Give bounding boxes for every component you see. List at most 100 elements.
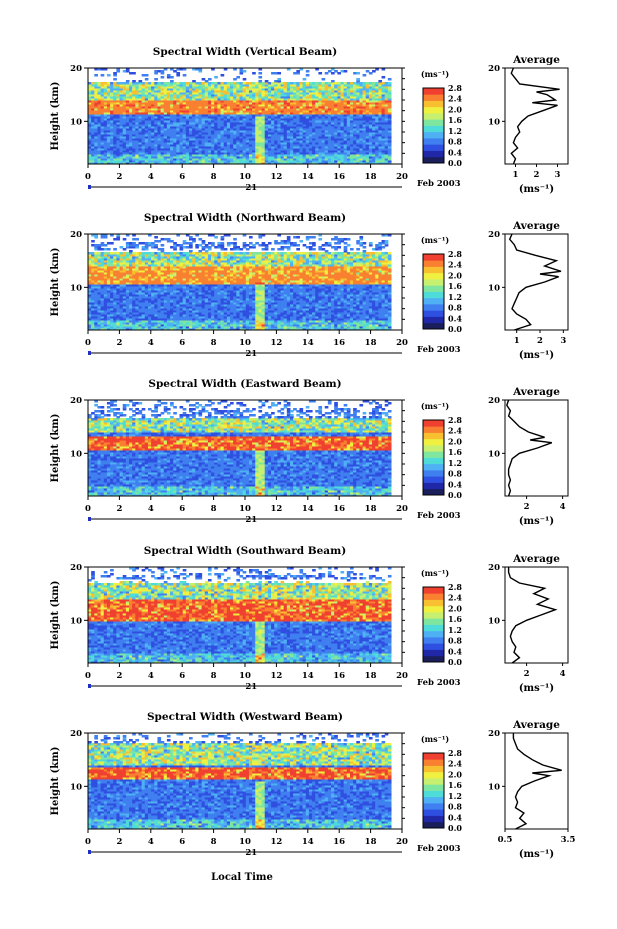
heatmap-cell — [116, 132, 121, 135]
heatmap-cell — [264, 152, 269, 155]
heatmap-cell — [343, 82, 348, 85]
heatmap-cell — [125, 276, 130, 279]
heatmap-cell — [331, 98, 335, 101]
heatmap-cell — [331, 150, 335, 153]
heatmap-cell — [214, 112, 218, 115]
heatmap-cell — [340, 106, 345, 109]
heatmap-cell — [302, 128, 307, 131]
heatmap-cell — [239, 128, 244, 131]
heatmap-cell — [331, 142, 335, 145]
heatmap-cell — [129, 150, 133, 153]
heatmap-cell — [170, 162, 174, 165]
heatmap-cell — [157, 90, 162, 93]
heatmap-cell — [233, 96, 237, 99]
heatmap-cell — [299, 120, 304, 123]
heatmap-cell — [359, 156, 364, 159]
heatmap-cell — [154, 108, 158, 111]
heatmap-cell — [100, 134, 105, 137]
heatmap-cell — [308, 98, 313, 101]
heatmap-cell — [267, 84, 272, 87]
heatmap-cell — [122, 70, 127, 73]
heatmap-cell — [217, 128, 222, 131]
heatmap-cell — [299, 140, 304, 143]
heatmap-cell — [318, 140, 323, 143]
heatmap-cell — [365, 150, 370, 153]
heatmap-cell — [147, 146, 152, 149]
heatmap-cell — [299, 114, 304, 117]
heatmap-cell — [274, 114, 278, 117]
heatmap-cell — [176, 68, 181, 71]
heatmap-cell — [274, 100, 278, 103]
heatmap-cell — [305, 84, 310, 87]
heatmap-cell — [103, 294, 108, 297]
heatmap-cell — [378, 130, 383, 133]
heatmap-cell — [239, 148, 244, 151]
heatmap-cell — [119, 308, 124, 311]
heatmap-cell — [147, 110, 152, 113]
heatmap-cell — [182, 132, 187, 135]
heatmap-cell — [204, 146, 209, 149]
heatmap-cell — [327, 146, 332, 149]
heatmap-cell — [91, 294, 95, 297]
heatmap-cell — [346, 162, 351, 165]
heatmap-cell — [365, 146, 370, 149]
heatmap-cell — [349, 94, 354, 97]
heatmap-cell — [308, 104, 313, 107]
heatmap-cell — [97, 122, 102, 125]
heatmap-cell — [299, 146, 304, 149]
colorbar-swatch — [423, 119, 444, 126]
heatmap-cell — [365, 126, 370, 129]
heatmap-cell — [113, 100, 117, 103]
heatmap-cell — [331, 108, 335, 111]
heatmap-cell — [195, 150, 199, 153]
heatmap-cell — [173, 102, 177, 105]
heatmap-cell — [151, 154, 155, 157]
heatmap-cell — [182, 82, 187, 85]
heatmap-cell — [346, 98, 351, 101]
heatmap-cell — [283, 140, 288, 143]
heatmap-cell — [147, 154, 152, 157]
heatmap-cell — [252, 102, 256, 105]
heatmap-cell — [135, 274, 140, 277]
heatmap-cell — [283, 130, 288, 133]
heatmap-cell — [261, 114, 266, 117]
heatmap-cell — [230, 104, 234, 107]
heatmap-cell — [353, 118, 357, 121]
heatmap-cell — [255, 86, 259, 89]
heatmap-cell — [88, 298, 92, 301]
heatmap-cell — [122, 156, 127, 159]
heatmap-cell — [122, 328, 127, 331]
heatmap-cell — [381, 84, 386, 87]
heatmap-cell — [327, 154, 332, 157]
heatmap-cell — [132, 108, 136, 111]
heatmap-cell — [163, 110, 168, 113]
heatmap-cell — [110, 304, 114, 307]
heatmap-cell — [113, 102, 117, 105]
heatmap-cell — [116, 122, 121, 125]
heatmap-cell — [125, 112, 130, 115]
heatmap-cell — [113, 278, 117, 281]
heatmap-cell — [141, 124, 146, 127]
heatmap-cell — [375, 90, 379, 93]
heatmap-cell — [113, 116, 117, 119]
heatmap-cell — [230, 86, 234, 89]
heatmap-cell — [264, 120, 269, 123]
heatmap-cell — [94, 124, 98, 127]
heatmap-cell — [116, 326, 121, 329]
heatmap-cell — [157, 100, 162, 103]
heatmap-cell — [207, 120, 212, 123]
heatmap-cell — [195, 132, 199, 135]
heatmap-cell — [381, 130, 386, 133]
heatmap-cell — [94, 94, 98, 97]
heatmap-cell — [94, 160, 98, 163]
heatmap-cell — [110, 88, 114, 91]
heatmap-cell — [154, 92, 158, 95]
heatmap-cell — [293, 154, 297, 157]
heatmap-cell — [312, 88, 316, 91]
heatmap-cell — [267, 118, 272, 121]
heatmap-cell — [119, 84, 124, 87]
heatmap-cell — [185, 128, 190, 131]
heatmap-cell — [349, 104, 354, 107]
heatmap-cell — [207, 156, 212, 159]
heatmap-cell — [255, 154, 259, 157]
